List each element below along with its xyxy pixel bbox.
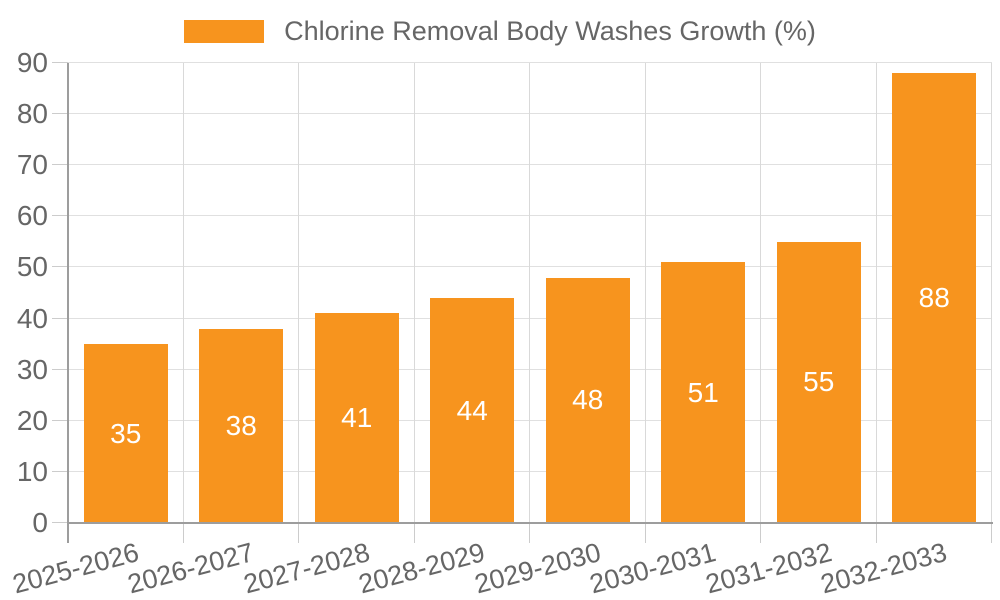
bar-value-label: 35 — [110, 417, 142, 449]
y-axis-label: 30 — [16, 353, 48, 385]
x-tick — [644, 523, 646, 543]
x-axis-label: 2029-2030 — [471, 537, 604, 600]
legend-swatch[interactable] — [184, 19, 265, 43]
y-tick — [52, 522, 68, 523]
bar-value-label: 44 — [456, 394, 488, 426]
x-axis-label: 2027-2028 — [240, 537, 373, 600]
bar-value-label: 41 — [341, 402, 373, 434]
bar[interactable] — [776, 241, 861, 523]
x-tick — [182, 523, 184, 543]
x-tick — [875, 523, 877, 543]
legend: Chlorine Removal Body Washes Growth (%) — [0, 8, 1000, 54]
x-axis-label: 2025-2026 — [9, 537, 142, 600]
bar-value-label: 38 — [225, 409, 257, 441]
x-axis-line — [68, 522, 993, 524]
bar[interactable] — [430, 298, 515, 523]
y-gridline — [68, 113, 992, 115]
bar-value-label: 51 — [687, 376, 719, 408]
y-tick — [52, 470, 68, 472]
y-tick — [52, 215, 68, 217]
x-axis-label: 2028-2029 — [355, 537, 489, 600]
x-tick — [529, 523, 530, 543]
x-gridline — [875, 63, 877, 523]
bar-value-label: 55 — [803, 366, 835, 398]
plot-area: 35 38 41 44 48 51 55 88 — [52, 62, 992, 543]
bar[interactable] — [83, 344, 168, 523]
bar[interactable] — [545, 277, 630, 523]
bar[interactable] — [661, 262, 746, 523]
x-tick — [413, 523, 415, 543]
legend-label[interactable]: Chlorine Removal Body Washes Growth (%) — [284, 16, 816, 46]
bar[interactable] — [314, 313, 399, 523]
y-gridline — [68, 470, 992, 472]
bar-value-label: 88 — [918, 282, 950, 314]
y-tick — [52, 164, 68, 166]
y-tick — [52, 419, 68, 421]
x-gridline — [760, 63, 761, 523]
x-tick — [760, 523, 761, 543]
y-tick — [52, 266, 68, 268]
bar-value-label: 48 — [572, 384, 604, 416]
y-tick — [52, 62, 68, 64]
y-tick — [52, 368, 68, 370]
y-axis-label: 60 — [16, 200, 48, 232]
y-axis-label: 50 — [16, 251, 48, 283]
y-axis-label: 80 — [16, 98, 48, 130]
y-gridline — [68, 62, 992, 64]
y-axis-line — [67, 63, 69, 543]
x-gridline — [991, 63, 992, 523]
y-axis-label: 90 — [16, 47, 48, 78]
x-axis-label: 2030-2031 — [586, 537, 720, 600]
y-gridline — [68, 215, 992, 217]
x-gridline — [529, 63, 530, 523]
x-axis-label: 2026-2027 — [124, 537, 258, 600]
x-tick — [298, 523, 299, 543]
x-gridline — [413, 63, 415, 523]
y-gridline — [68, 164, 992, 166]
y-gridline — [68, 317, 992, 319]
y-axis-label: 40 — [16, 302, 48, 334]
x-gridline — [298, 63, 299, 523]
y-axis-label: 0 — [32, 507, 48, 538]
y-tick — [52, 317, 68, 319]
x-gridline — [644, 63, 646, 523]
x-gridline — [182, 63, 184, 523]
y-tick — [52, 113, 68, 115]
x-axis-label: 2032-2033 — [817, 537, 951, 600]
x-axis-label: 2031-2032 — [702, 537, 835, 600]
bar[interactable] — [892, 73, 977, 523]
y-gridline — [68, 419, 992, 421]
y-gridline — [68, 266, 992, 268]
bar[interactable] — [199, 328, 284, 523]
x-tick — [991, 523, 992, 543]
y-axis-label: 10 — [16, 455, 48, 487]
y-gridline — [68, 368, 992, 370]
y-axis-label: 70 — [16, 149, 48, 181]
y-axis-label: 20 — [16, 404, 48, 436]
